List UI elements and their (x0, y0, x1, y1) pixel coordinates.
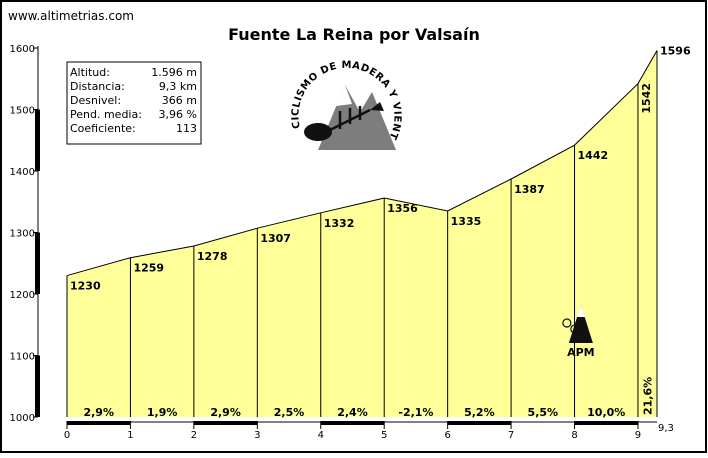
x-tick-label: 0 (64, 430, 70, 441)
info-value-coeficiente: 113 (176, 122, 197, 135)
y-tick-label: 1000 (10, 413, 35, 424)
x-tick-label: 2 (191, 430, 197, 441)
elevation-point-label: 1230 (70, 280, 101, 293)
x-axis-band (67, 421, 131, 425)
bike-wheel-icon (570, 324, 580, 334)
x-tick-label: 4 (318, 430, 324, 441)
y-axis-band (35, 109, 40, 171)
info-box: Altitud: 1.596 m Distancia: 9,3 km Desni… (66, 61, 202, 145)
gradient-label: 2,4% (337, 406, 368, 419)
bike-wheel-icon (562, 318, 572, 328)
info-value-distancia: 9,3 km (159, 80, 197, 93)
logo-snow-icon (336, 85, 352, 106)
y-axis-band (35, 355, 40, 417)
elevation-point-label: 1335 (451, 215, 482, 228)
x-axis-band (320, 421, 385, 425)
labels-layer: 1230 1259 1278 1307 1332 1356 1335 1387 1442 1542… (70, 44, 691, 419)
x-tick-label: 1 (127, 430, 133, 441)
info-label-pendiente: Pend. media: (70, 108, 142, 121)
x-axis-band (447, 421, 512, 425)
info-value-pendiente: 3,96 % (159, 108, 197, 121)
elevation-point-label: 1596 (660, 44, 691, 57)
elevation-point-label: 1542 (640, 83, 653, 114)
y-tick-label: 1500 (10, 106, 35, 117)
axes-layer: 1000 1100 1200 1300 1400 1500 1600 0 1 2 3 4 5 6 7 8 9 9,… (10, 44, 674, 441)
info-value-altitud: 1.596 m (151, 66, 197, 79)
logo-fish-bones-icon (329, 106, 371, 132)
y-tick-label: 1300 (10, 229, 35, 240)
x-end-label: 9,3 (658, 423, 674, 434)
logo-fish-head-icon (304, 123, 332, 141)
site-url: www.altimetrias.com (8, 9, 134, 23)
info-value-desnivel: 366 m (162, 94, 197, 107)
x-tick-label: 5 (381, 430, 387, 441)
x-tick-label: 6 (444, 430, 450, 441)
info-label-distancia: Distancia: (70, 80, 125, 93)
elevation-point-label: 1307 (260, 232, 291, 245)
x-axis-band (193, 421, 258, 425)
elevation-point-label: 1356 (387, 202, 418, 215)
gradient-label: 21,6% (641, 377, 654, 415)
x-tick-label: 9 (635, 430, 641, 441)
x-tick-label: 7 (508, 430, 514, 441)
elevation-point-label: 1442 (578, 149, 609, 162)
gradient-label: 1,9% (147, 406, 178, 419)
marker-snow-icon (576, 305, 585, 317)
x-tick-label: 8 (571, 430, 577, 441)
y-tick-label: 1200 (10, 290, 35, 301)
gradient-label: 2,9% (210, 406, 241, 419)
elevation-point-label: 1387 (514, 183, 545, 196)
elevation-point-label: 1278 (197, 250, 228, 263)
x-axis-band (574, 421, 638, 425)
info-box-frame (66, 61, 202, 145)
info-label-altitud: Altitud: (70, 66, 110, 79)
gradient-label: 5,2% (464, 406, 495, 419)
y-tick-label: 1600 (10, 44, 35, 55)
chart-title: Fuente La Reina por Valsaín (228, 25, 480, 44)
elevation-point-label: 1259 (133, 262, 164, 275)
apm-label: APM (567, 346, 595, 359)
y-axis-band (35, 232, 40, 294)
gradient-label: 10,0% (587, 406, 625, 419)
apm-marker: APM (562, 305, 595, 359)
gradient-label: 5,5% (528, 406, 559, 419)
gradient-label: 2,5% (274, 406, 305, 419)
gradient-label: -2,1% (398, 406, 433, 419)
elevation-area (67, 50, 657, 418)
info-label-coeficiente: Coeficiente: (70, 122, 136, 135)
gradient-label: 2,9% (83, 406, 114, 419)
elevation-point-label: 1332 (324, 217, 355, 230)
x-tick-label: 3 (254, 430, 260, 441)
logo-fish-tail-icon (370, 102, 384, 111)
info-label-desnivel: Desnivel: (70, 94, 121, 107)
y-tick-label: 1100 (10, 352, 35, 363)
area-layer (66, 50, 658, 418)
y-tick-label: 1400 (10, 167, 35, 178)
